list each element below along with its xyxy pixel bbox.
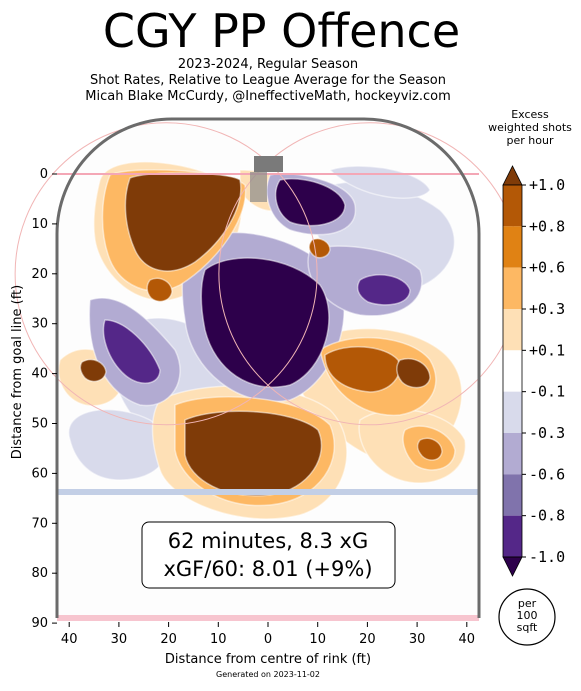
heatmap-region — [146, 277, 173, 303]
y-tick-label: 60 — [31, 466, 48, 481]
centre-line — [57, 615, 479, 621]
y-tick-label: 50 — [31, 417, 48, 432]
x-tick-label: 40 — [459, 632, 476, 647]
x-axis-label: Distance from centre of rink (ft) — [165, 652, 371, 667]
colorbar-segment — [503, 309, 522, 351]
heatmap-region — [396, 358, 431, 389]
heatmap-region — [79, 358, 107, 383]
colorbar-segment — [503, 391, 522, 433]
y-tick-label: 40 — [31, 367, 48, 382]
x-tick-label: 0 — [264, 632, 272, 647]
unit-badge-text: 100 — [517, 609, 538, 622]
x-tick-label: 10 — [210, 632, 227, 647]
colorbar-segment — [503, 433, 522, 475]
y-tick-label: 0 — [40, 167, 48, 182]
heatmap-region — [416, 437, 443, 461]
unit-badge-text: per — [518, 597, 537, 610]
colorbar-segment — [503, 515, 522, 557]
colorbar-tick-label: -0.6 — [529, 465, 565, 483]
unit-badge-text: sqft — [517, 621, 538, 634]
y-tick-label: 20 — [31, 267, 48, 282]
heatmap-region — [274, 178, 346, 227]
chart-title: CGY PP Offence — [102, 4, 461, 58]
heatmap-region — [200, 257, 330, 388]
colorbar-tick-label: -0.1 — [529, 383, 565, 401]
rink-boards — [55, 117, 481, 618]
y-tick-label: 70 — [31, 516, 48, 531]
colorbar-tick-label: +0.1 — [529, 341, 565, 359]
x-tick-label: 30 — [409, 632, 426, 647]
faceoff-circle-left — [14, 122, 318, 426]
colorbar-min-arrow — [502, 556, 523, 577]
x-tick-label: 30 — [111, 632, 128, 647]
generated-footer: Generated on 2023-11-02 — [216, 670, 320, 679]
summary-line-2: xGF/60: 8.01 (+9%) — [163, 557, 372, 581]
x-tick-label: 20 — [160, 632, 177, 647]
y-tick-label: 80 — [31, 566, 48, 581]
colorbar-tick-label: -0.3 — [529, 424, 565, 442]
summary-box — [141, 521, 396, 589]
colorbar-segment — [503, 226, 522, 268]
subtitle-description: Shot Rates, Relative to League Average f… — [89, 73, 447, 88]
summary-line-1: 62 minutes, 8.3 xG — [168, 529, 369, 553]
y-tick-label: 90 — [31, 616, 48, 631]
unit-badge — [498, 588, 556, 646]
colorbar-tick-label: -1.0 — [529, 548, 565, 566]
subtitle-season: 2023-2024, Regular Season — [177, 57, 359, 72]
x-tick-label: 10 — [309, 632, 326, 647]
colorbar-frame — [502, 184, 523, 558]
blue-line — [57, 489, 479, 495]
colorbar-segment — [503, 350, 522, 392]
heatmap-region — [102, 319, 161, 384]
x-tick-label: 40 — [61, 632, 78, 647]
heatmap-region — [356, 274, 411, 306]
goal-net — [254, 156, 283, 172]
colorbar-tick-label: +0.8 — [529, 217, 565, 235]
colorbar-tick-label: -0.8 — [529, 507, 565, 525]
heatmap-region — [184, 410, 323, 497]
colorbar-title: Excess weighted shots per hour — [488, 108, 572, 147]
colorbar-segment — [503, 267, 522, 309]
y-tick-label: 30 — [31, 317, 48, 332]
y-tick-label: 10 — [31, 217, 48, 232]
colorbar-segment — [503, 185, 522, 227]
colorbar-tick-label: +0.3 — [529, 300, 565, 318]
colorbar-tick-label: +1.0 — [529, 176, 565, 194]
x-tick-label: 20 — [359, 632, 376, 647]
colorbar-segment — [503, 474, 522, 516]
colorbar-tick-label: +0.6 — [529, 259, 565, 277]
heatmap-region — [324, 346, 401, 393]
subtitle-author: Micah Blake McCurdy, @IneffectiveMath, h… — [85, 89, 451, 104]
y-axis-label: Distance from goal line (ft) — [10, 285, 25, 459]
goal-crease-shade — [250, 172, 267, 202]
colorbar-max-arrow — [502, 165, 523, 186]
